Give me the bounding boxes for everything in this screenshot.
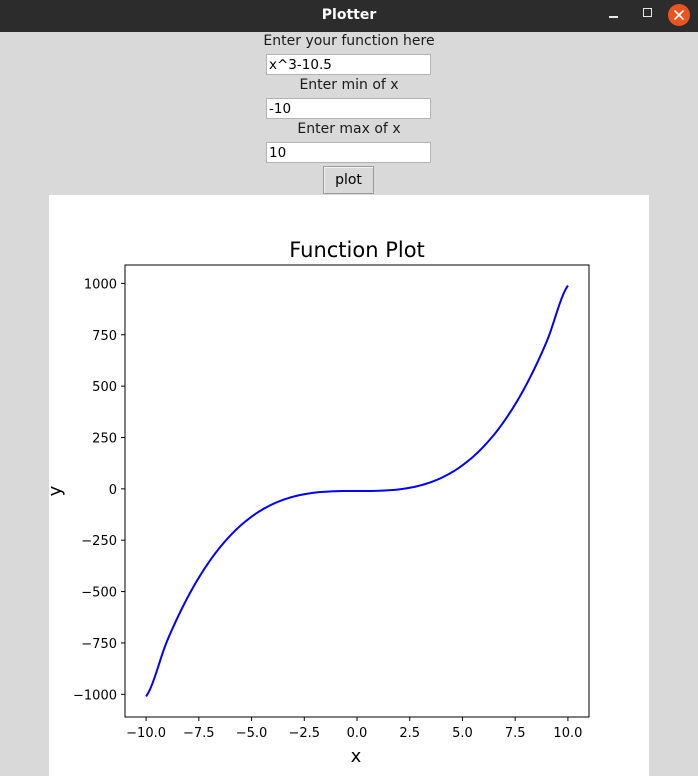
x-tick-label: 7.5: [505, 726, 526, 741]
function-chart: Function Plot −10.0 −7.5 −5.0 −2.5 0.0 2.5 5.0…: [49, 238, 590, 767]
x-tick-label: −7.5: [183, 726, 215, 741]
maximize-icon: [643, 8, 652, 17]
window-title: Plotter: [321, 7, 377, 23]
minimize-icon: [609, 16, 618, 18]
y-tick-label: 750: [92, 329, 117, 344]
x-tick-label: −2.5: [288, 726, 320, 741]
x-tick-label: −10.0: [126, 726, 166, 741]
y-axis: −1000 −750 −500 −250 0 250 500 750 1000: [73, 277, 125, 703]
chart-title: Function Plot: [289, 238, 425, 262]
x-tick-label: −5.0: [236, 726, 268, 741]
y-tick-label: 250: [92, 431, 117, 446]
x-tick-label: 5.0: [452, 726, 473, 741]
y-tick-label: −500: [81, 586, 117, 601]
x-tick-label: 10.0: [553, 726, 582, 741]
y-tick-label: 1000: [84, 277, 117, 292]
x-axis-label: x: [351, 746, 362, 767]
x-axis: −10.0 −7.5 −5.0 −2.5 0.0 2.5 5.0 7.5 10.0: [126, 717, 582, 741]
plot-button[interactable]: plot: [323, 166, 374, 194]
y-tick-label: 500: [92, 380, 117, 395]
close-button[interactable]: [668, 4, 690, 26]
min-x-label: Enter min of x: [299, 77, 399, 93]
x-tick-label: 2.5: [399, 726, 420, 741]
y-tick-label: 0: [109, 483, 117, 498]
y-tick-label: −1000: [73, 688, 117, 703]
minimize-button[interactable]: [600, 0, 626, 30]
x-tick-label: 0.0: [347, 726, 368, 741]
max-x-input[interactable]: [266, 142, 431, 163]
function-input[interactable]: [266, 54, 431, 75]
min-x-input[interactable]: [266, 98, 431, 119]
title-bar: Plotter: [0, 0, 698, 32]
max-x-label: Enter max of x: [297, 121, 401, 137]
function-label: Enter your function here: [263, 33, 435, 49]
y-axis-label: y: [49, 485, 66, 496]
maximize-button[interactable]: [634, 0, 660, 30]
y-tick-label: −250: [81, 534, 117, 549]
function-curve: [145, 285, 569, 697]
close-icon: [674, 10, 684, 20]
y-tick-label: −750: [81, 637, 117, 652]
plot-figure: Function Plot −10.0 −7.5 −5.0 −2.5 0.0 2.5 5.0…: [49, 195, 649, 776]
